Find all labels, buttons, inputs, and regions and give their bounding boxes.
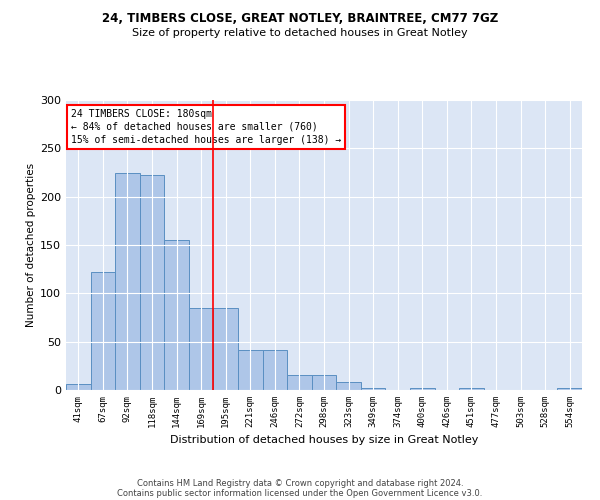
- Bar: [459, 388, 484, 390]
- Bar: [214, 308, 238, 390]
- Text: Contains public sector information licensed under the Open Government Licence v3: Contains public sector information licen…: [118, 488, 482, 498]
- Bar: [287, 374, 312, 390]
- Bar: [66, 384, 91, 390]
- Bar: [91, 272, 115, 390]
- Bar: [361, 388, 385, 390]
- Text: 24, TIMBERS CLOSE, GREAT NOTLEY, BRAINTREE, CM77 7GZ: 24, TIMBERS CLOSE, GREAT NOTLEY, BRAINTR…: [102, 12, 498, 26]
- Text: Contains HM Land Registry data © Crown copyright and database right 2024.: Contains HM Land Registry data © Crown c…: [137, 478, 463, 488]
- Bar: [140, 176, 164, 390]
- Bar: [557, 388, 582, 390]
- Text: 24 TIMBERS CLOSE: 180sqm
← 84% of detached houses are smaller (760)
15% of semi-: 24 TIMBERS CLOSE: 180sqm ← 84% of detach…: [71, 108, 341, 145]
- Bar: [312, 374, 336, 390]
- Y-axis label: Number of detached properties: Number of detached properties: [26, 163, 36, 327]
- Bar: [164, 240, 189, 390]
- Bar: [263, 350, 287, 390]
- Bar: [336, 382, 361, 390]
- X-axis label: Distribution of detached houses by size in Great Notley: Distribution of detached houses by size …: [170, 436, 478, 446]
- Bar: [189, 308, 214, 390]
- Bar: [115, 172, 140, 390]
- Text: Size of property relative to detached houses in Great Notley: Size of property relative to detached ho…: [132, 28, 468, 38]
- Bar: [410, 388, 434, 390]
- Bar: [238, 350, 263, 390]
